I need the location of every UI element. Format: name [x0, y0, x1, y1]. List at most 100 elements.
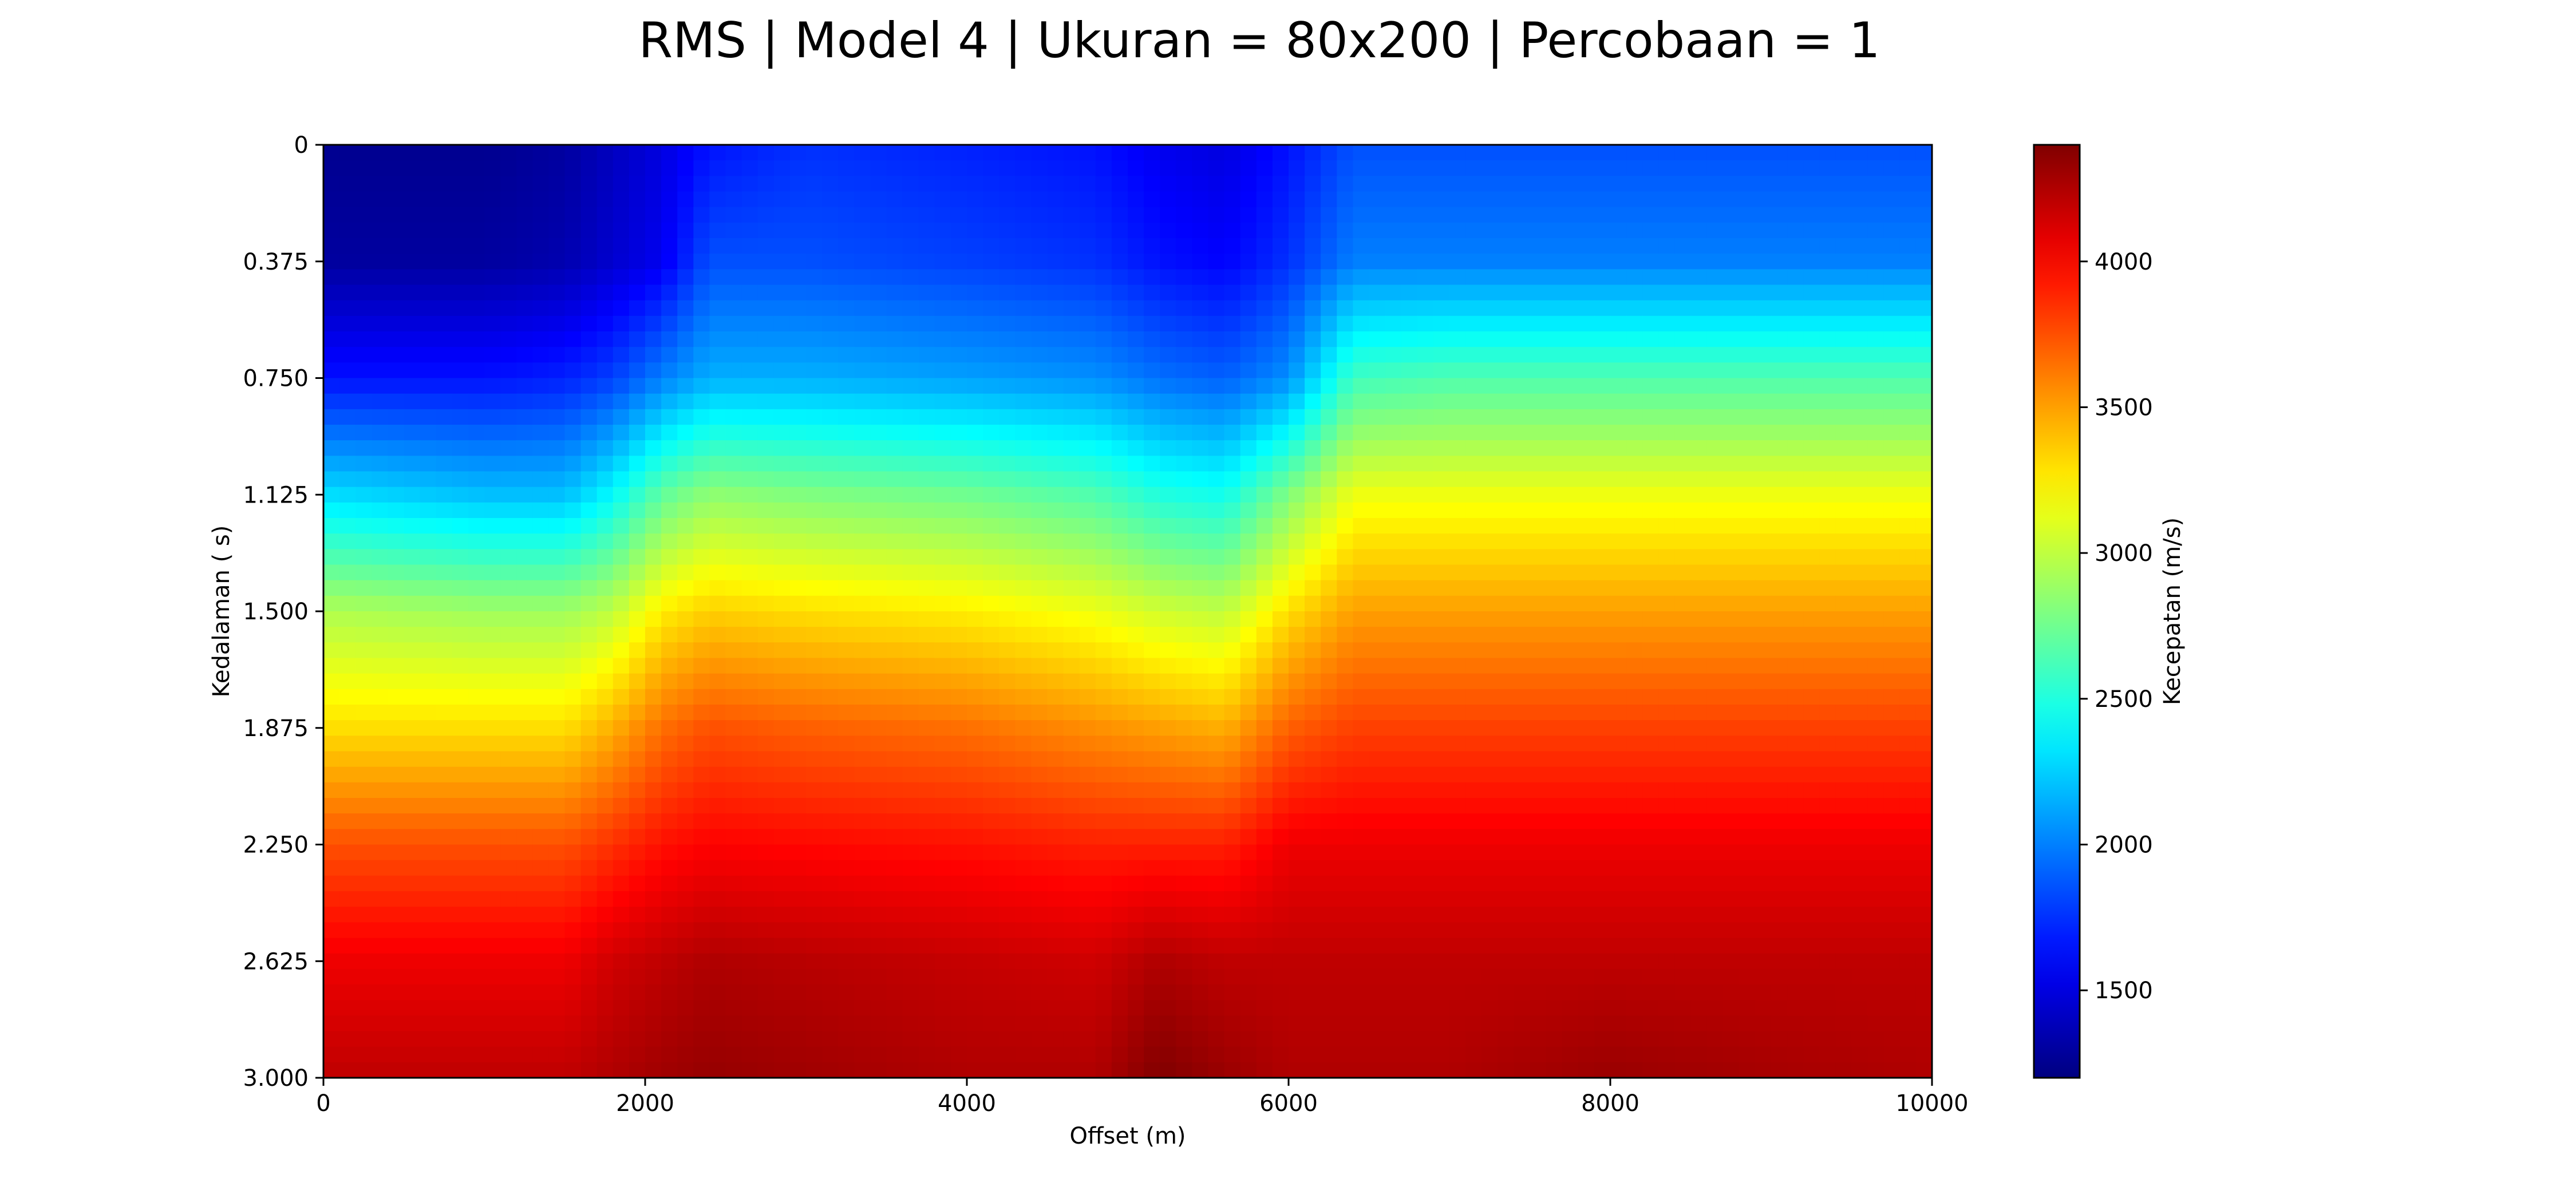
- heatmap-cell: [1063, 145, 1080, 161]
- heatmap-cell: [1128, 533, 1144, 550]
- heatmap-cell: [1706, 284, 1724, 301]
- heatmap-cell: [1819, 595, 1836, 612]
- heatmap-cell: [1095, 533, 1112, 550]
- heatmap-cell: [404, 160, 421, 177]
- heatmap-cell: [918, 207, 935, 223]
- heatmap-cell: [1546, 191, 1563, 208]
- heatmap-cell: [420, 875, 437, 892]
- heatmap-cell: [1803, 844, 1820, 861]
- heatmap-cell: [725, 222, 742, 239]
- heatmap-cell: [950, 844, 967, 861]
- heatmap-cell: [532, 487, 550, 503]
- heatmap-cell: [1546, 860, 1563, 876]
- heatmap-cell: [1176, 284, 1193, 301]
- heatmap-cell: [1385, 456, 1402, 472]
- heatmap-cell: [355, 829, 373, 845]
- heatmap-cell: [1272, 907, 1289, 923]
- heatmap-cell: [1144, 627, 1160, 643]
- heatmap-cell: [323, 300, 340, 317]
- heatmap-cell: [983, 875, 999, 892]
- heatmap-cell: [1272, 518, 1289, 534]
- heatmap-cell: [773, 425, 791, 441]
- heatmap-cell: [548, 409, 566, 425]
- heatmap-cell: [1095, 875, 1112, 892]
- heatmap-cell: [1915, 238, 1933, 254]
- heatmap-cell: [918, 471, 935, 488]
- heatmap-cell: [323, 471, 340, 488]
- heatmap-cell: [484, 378, 501, 394]
- heatmap-cell: [1739, 331, 1756, 347]
- heatmap-cell: [693, 689, 710, 705]
- heatmap-cell: [1128, 160, 1144, 177]
- heatmap-cell: [1915, 487, 1933, 503]
- heatmap-cell: [1546, 798, 1563, 814]
- heatmap-cell: [452, 145, 469, 161]
- heatmap-cell: [532, 145, 550, 161]
- heatmap-cell: [532, 673, 550, 690]
- heatmap-cell: [1883, 860, 1901, 876]
- heatmap-cell: [902, 860, 919, 876]
- heatmap-cell: [983, 145, 999, 161]
- heatmap-cell: [1915, 347, 1933, 363]
- heatmap-cell: [1739, 456, 1756, 472]
- heatmap-cell: [1610, 533, 1627, 550]
- heatmap-cell: [983, 207, 999, 223]
- heatmap-cell: [1851, 331, 1868, 347]
- heatmap-cell: [1642, 564, 1660, 581]
- heatmap-cell: [1256, 191, 1273, 208]
- heatmap-cell: [757, 533, 775, 550]
- heatmap-cell: [1272, 564, 1289, 581]
- heatmap-cell: [1337, 642, 1354, 659]
- heatmap-cell: [1755, 191, 1772, 208]
- heatmap-cell: [1674, 829, 1692, 845]
- heatmap-cell: [404, 176, 421, 192]
- heatmap-cell: [709, 595, 726, 612]
- heatmap-cell: [1192, 595, 1209, 612]
- heatmap-cell: [1047, 782, 1064, 798]
- heatmap-cell: [1899, 611, 1917, 627]
- heatmap-cell: [741, 751, 758, 768]
- heatmap-cell: [709, 580, 726, 596]
- heatmap-cell: [1658, 284, 1676, 301]
- heatmap-cell: [404, 425, 421, 441]
- heatmap-cell: [1047, 393, 1064, 410]
- heatmap-cell: [1272, 362, 1289, 379]
- heatmap-cell: [741, 813, 758, 830]
- heatmap-cell: [436, 875, 453, 892]
- heatmap-cell: [1481, 393, 1499, 410]
- heatmap-cell: [934, 145, 951, 161]
- heatmap-cell: [1690, 378, 1708, 394]
- heatmap-cell: [1369, 378, 1386, 394]
- heatmap-cell: [1867, 222, 1884, 239]
- heatmap-cell: [1658, 907, 1676, 923]
- heatmap-cell: [1562, 829, 1579, 845]
- heatmap-cell: [1256, 875, 1273, 892]
- heatmap-cell: [1626, 891, 1643, 907]
- heatmap-cell: [420, 518, 437, 534]
- heatmap-cell: [1079, 564, 1096, 581]
- heatmap-cell: [1144, 145, 1160, 161]
- heatmap-cell: [725, 362, 742, 379]
- heatmap-cell: [709, 611, 726, 627]
- heatmap-cell: [1079, 829, 1096, 845]
- heatmap-cell: [420, 362, 437, 379]
- heatmap-cell: [1240, 564, 1257, 581]
- heatmap-cell: [1594, 813, 1611, 830]
- heatmap-cell: [1674, 798, 1692, 814]
- heatmap-cell: [725, 145, 742, 161]
- heatmap-cell: [372, 284, 389, 301]
- heatmap-cell: [1063, 300, 1080, 317]
- heatmap-cell: [1915, 254, 1933, 270]
- heatmap-cell: [372, 393, 389, 410]
- heatmap-cell: [854, 829, 871, 845]
- heatmap-cell: [1256, 549, 1273, 566]
- heatmap-cell: [468, 378, 485, 394]
- heatmap-cell: [806, 627, 823, 643]
- heatmap-cell: [741, 518, 758, 534]
- heatmap-cell: [999, 891, 1016, 907]
- heatmap-cell: [1095, 564, 1112, 581]
- heatmap-cell: [1867, 160, 1884, 177]
- heatmap-cell: [1160, 440, 1177, 457]
- heatmap-cell: [1690, 160, 1708, 177]
- heatmap-cell: [1642, 549, 1660, 566]
